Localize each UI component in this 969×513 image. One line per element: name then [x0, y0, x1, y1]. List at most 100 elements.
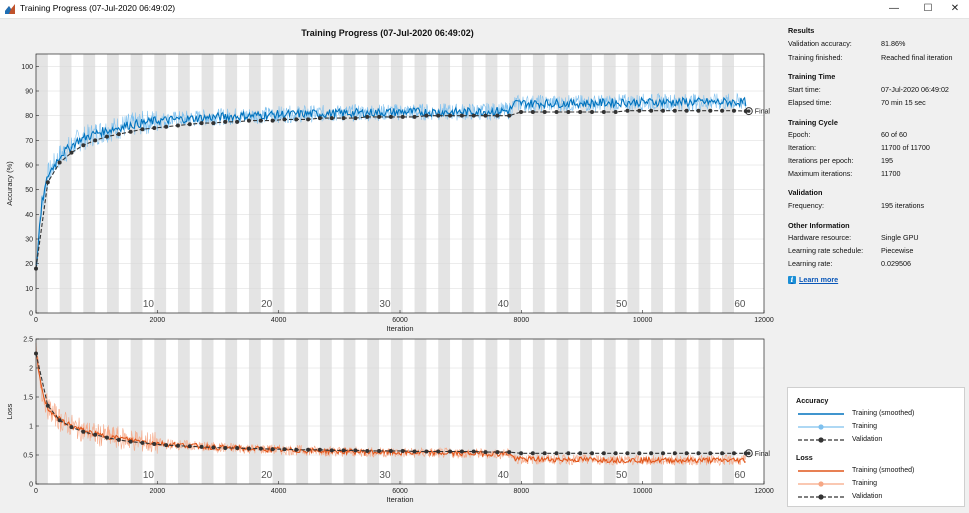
loss-x-tick-label: 8000	[514, 488, 530, 495]
accuracy-validation-point	[365, 114, 370, 119]
loss-validation-point	[45, 403, 50, 408]
loss-validation-point	[542, 451, 547, 456]
learning-rate-value: 0.029506	[881, 259, 911, 268]
iteration-value: 11700 of 11700	[881, 143, 930, 152]
accuracy-validation-point	[329, 116, 334, 121]
iteration-label: Iteration:	[788, 143, 816, 152]
validation-title: Validation	[788, 188, 823, 197]
loss-epoch-label: 60	[734, 470, 746, 481]
loss-validation-point	[424, 449, 429, 454]
accuracy-validation-point	[708, 108, 713, 113]
legend-accuracy-validation-label: Validation	[852, 436, 883, 443]
loss-validation-point	[672, 451, 677, 456]
accuracy-y-tick-label: 0	[29, 311, 33, 318]
iterations-per-epoch-value: 195	[881, 156, 893, 165]
accuracy-validation-point	[235, 119, 240, 124]
plot-title: Training Progress (07-Jul-2020 06:49:02)	[301, 28, 474, 38]
accuracy-epoch-label: 50	[616, 299, 628, 310]
loss-y-tick-label: 1.5	[23, 395, 33, 402]
accuracy-validation-point	[199, 121, 204, 126]
loss-validation-point	[448, 449, 453, 454]
loss-epoch-label: 20	[261, 470, 273, 481]
accuracy-epoch-band	[106, 54, 119, 313]
loss-epoch-band	[414, 339, 427, 484]
loss-epoch-band	[603, 339, 616, 484]
accuracy-validation-point	[57, 160, 62, 165]
loss-validation-point	[294, 447, 299, 452]
accuracy-validation-point	[116, 132, 121, 137]
accuracy-epoch-label: 30	[379, 299, 391, 310]
legend-accuracy-training-label: Training	[852, 423, 878, 430]
accuracy-validation-point	[246, 118, 251, 123]
loss-validation-point	[329, 448, 334, 453]
accuracy-validation-point	[400, 114, 405, 119]
loss-validation-point	[175, 443, 180, 448]
loss-validation-point	[708, 451, 713, 456]
learn-more-link[interactable]: i Learn more	[788, 275, 838, 284]
loss-validation-point	[187, 444, 192, 449]
accuracy-validation-point	[258, 118, 263, 123]
minimize-button[interactable]: —	[889, 3, 899, 14]
loss-validation-point	[377, 448, 382, 453]
accuracy-validation-point	[128, 129, 133, 134]
loss-validation-point	[530, 451, 535, 456]
maximum-iterations-value: 11700	[881, 169, 901, 178]
close-button[interactable]: ✕	[950, 3, 960, 14]
learn-more-text[interactable]: Learn more	[799, 275, 839, 284]
accuracy-final-marker-dot	[747, 109, 751, 113]
accuracy-validation-point	[471, 113, 476, 118]
loss-epoch-band	[130, 339, 143, 484]
loss-x-tick-label: 6000	[392, 488, 408, 495]
loss-validation-point	[152, 441, 157, 446]
accuracy-y-tick-label: 50	[25, 187, 33, 194]
loss-validation-point	[412, 449, 417, 454]
loss-validation-point	[388, 448, 393, 453]
accuracy-validation-point	[696, 108, 701, 113]
accuracy-epoch-band	[272, 54, 285, 313]
elapsed-time-value: 70 min 15 sec	[881, 98, 926, 107]
loss-epoch-band	[532, 339, 545, 484]
accuracy-epoch-band	[296, 54, 309, 313]
accuracy-y-tick-label: 40	[25, 212, 33, 219]
accuracy-y-axis-label: Accuracy (%)	[5, 161, 14, 206]
accuracy-epoch-band	[722, 54, 734, 313]
loss-epoch-band	[485, 339, 498, 484]
accuracy-x-tick-label: 4000	[271, 317, 287, 324]
legend-box: Accuracy Training (smoothed) Training Va…	[787, 387, 965, 507]
loss-validation-point	[590, 451, 595, 456]
elapsed-time-label: Elapsed time:	[788, 98, 832, 107]
training-cycle-title: Training Cycle	[788, 118, 838, 127]
loss-validation-point	[93, 432, 98, 437]
info-icon: i	[788, 275, 796, 284]
accuracy-epoch-band	[130, 54, 143, 313]
maximize-button[interactable]: ☐	[923, 3, 933, 14]
accuracy-validation-point	[282, 117, 287, 122]
loss-validation-point	[223, 446, 228, 451]
legend-loss-smoothed-label: Training (smoothed)	[852, 467, 915, 474]
loss-epoch-band	[722, 339, 734, 484]
learning-rate-schedule-label: Learning rate schedule:	[788, 246, 864, 255]
loss-validation-point	[211, 445, 216, 450]
accuracy-epoch-band	[438, 54, 451, 313]
accuracy-epoch-band	[154, 54, 167, 313]
hardware-resource-value: Single GPU	[881, 233, 919, 242]
accuracy-validation-point	[412, 114, 417, 119]
loss-validation-point	[625, 451, 630, 456]
loss-validation-point	[306, 447, 311, 452]
accuracy-validation-point	[530, 109, 535, 114]
accuracy-validation-point	[660, 108, 665, 113]
loss-epoch-band	[509, 339, 522, 484]
loss-validation-point	[400, 448, 405, 453]
loss-validation-point	[720, 451, 725, 456]
loss-validation-point	[353, 448, 358, 453]
accuracy-epoch-label: 40	[498, 299, 510, 310]
accuracy-x-tick-label: 6000	[392, 317, 408, 324]
legend-loss-validation: Validation	[796, 492, 961, 502]
loss-epoch-band	[580, 339, 593, 484]
accuracy-epoch-band	[414, 54, 427, 313]
accuracy-validation-point	[388, 114, 393, 119]
loss-epoch-band	[296, 339, 309, 484]
accuracy-epoch-band	[509, 54, 522, 313]
matlab-app-icon	[5, 4, 15, 14]
